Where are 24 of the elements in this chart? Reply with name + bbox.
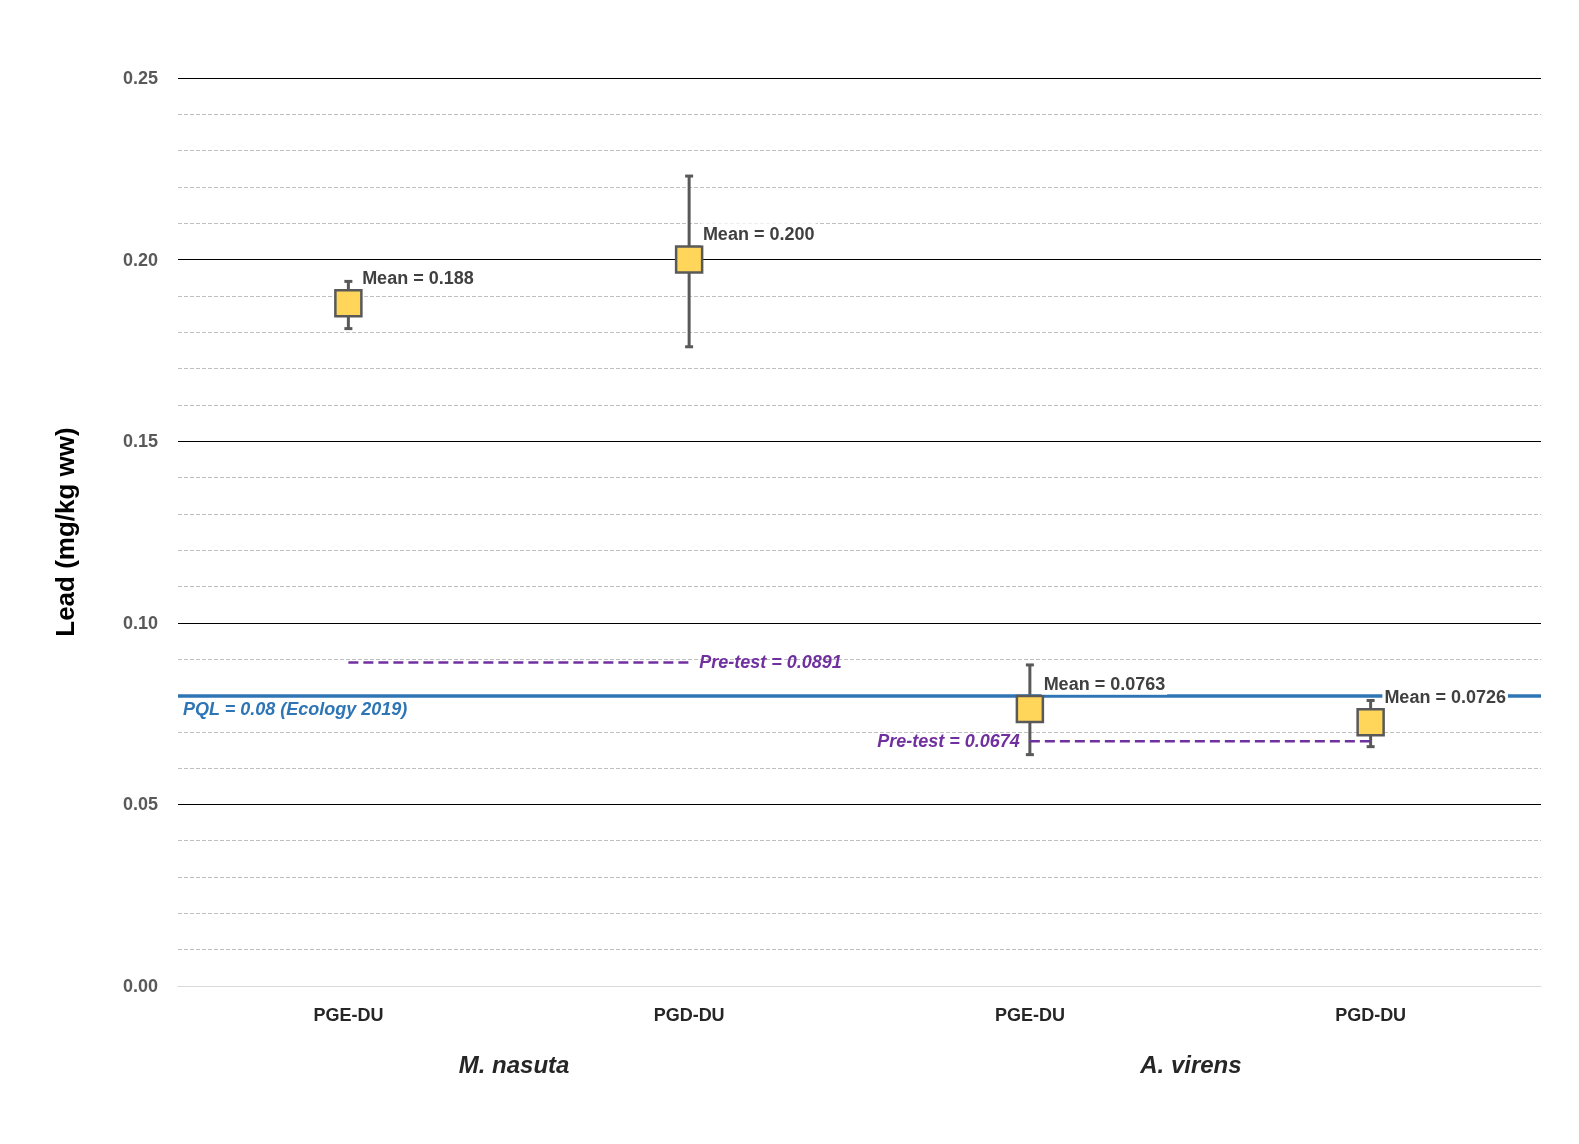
data-label: Mean = 0.200: [702, 224, 815, 245]
y-tick-label: 0.10: [122, 612, 158, 633]
x-tick-label: PGE-DU: [994, 1005, 1065, 1025]
point: [1015, 694, 1045, 724]
y-axis-title: Lead (mg/kg ww): [50, 427, 80, 637]
y-tick-label: 0.00: [122, 976, 158, 996]
data-label: Mean = 0.188: [362, 267, 474, 288]
data-label: Mean = 0.0726: [1384, 687, 1506, 708]
y-tick-label: 0.25: [122, 68, 158, 88]
point: [1356, 708, 1385, 737]
y-tick-label: 0.15: [122, 431, 158, 452]
x-tick-label: PGD-DU: [1335, 1005, 1407, 1025]
y-tick-label: 0.20: [122, 249, 158, 270]
data-label: Mean = 0.0763: [1043, 673, 1166, 694]
point: [334, 288, 363, 318]
series-label: Pre-test = 0.0891: [699, 652, 842, 673]
series-label: Pre-test = 0.0674: [877, 731, 1020, 752]
x-tick-label: PGD-DU: [653, 1005, 725, 1025]
text: M. nasuta: [458, 1050, 570, 1078]
text: A. virens: [1139, 1050, 1242, 1078]
ref-line-label: PQL = 0.08 (Ecology 2019): [183, 699, 408, 720]
point: [674, 245, 704, 274]
x-tick-label: PGE-DU: [313, 1005, 384, 1025]
y-tick-label: 0.05: [122, 794, 158, 815]
